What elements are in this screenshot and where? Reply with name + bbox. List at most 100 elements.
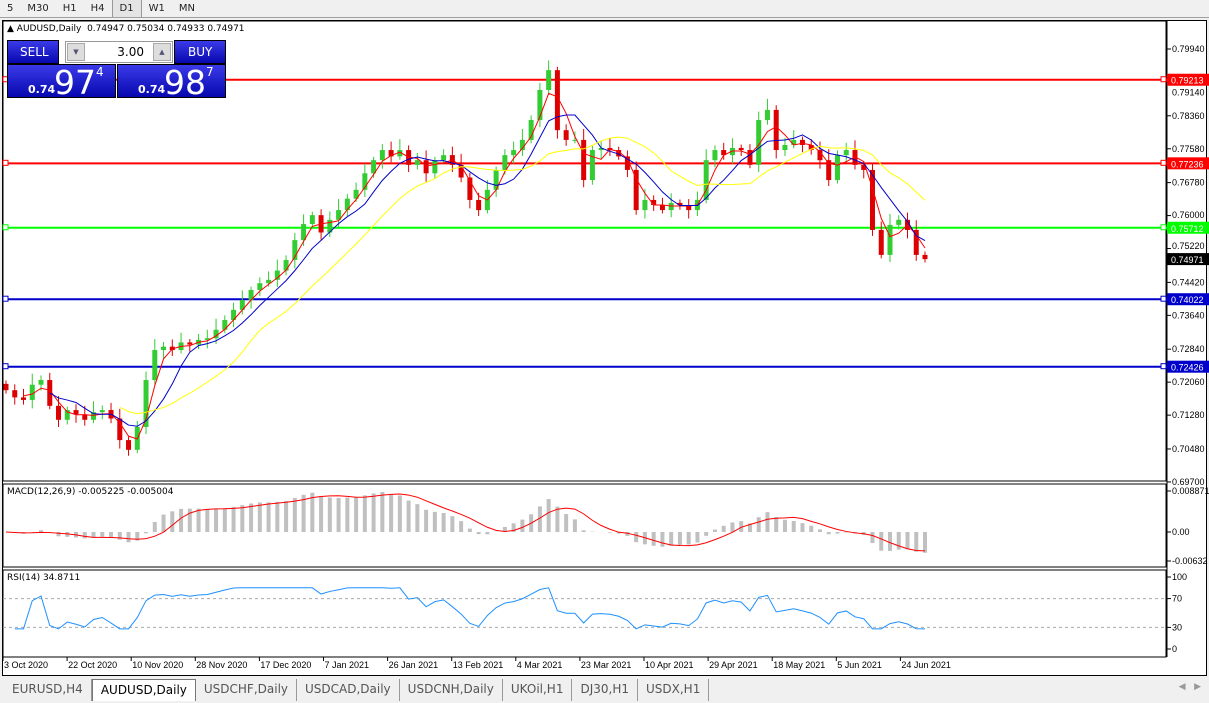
macd-histogram-bar (39, 530, 44, 532)
candle-body (64, 410, 70, 420)
tf-w1[interactable]: W1 (148, 3, 165, 14)
candle-body (476, 199, 482, 211)
level-price-label: 0.79213 (1171, 76, 1204, 86)
macd-histogram-bar (730, 522, 735, 532)
macd-histogram-bar (284, 500, 289, 532)
candle-body (3, 383, 9, 391)
tab-audusd-daily[interactable]: AUDUSD,Daily (91, 679, 196, 701)
macd-histogram-bar (564, 514, 569, 532)
candle-body (441, 155, 447, 161)
candle-body (309, 215, 315, 225)
level-handle-left (2, 159, 9, 166)
tf-m5[interactable]: 5 (7, 3, 14, 14)
candle-body (764, 109, 770, 121)
buy-price-prefix: 0.74 (138, 83, 166, 96)
macd-histogram-bar (739, 521, 744, 532)
tab-scroll-arrows[interactable]: ◀ ▶ (1178, 682, 1201, 692)
macd-histogram-bar (371, 493, 376, 532)
level-handle-right (1160, 295, 1167, 302)
lot-decrease-icon[interactable]: ▼ (67, 43, 85, 61)
tab-eurusd-h4[interactable]: EURUSD,H4 (4, 679, 92, 701)
macd-histogram-bar (109, 532, 114, 538)
macd-histogram-bar (179, 508, 184, 532)
macd-histogram-bar (336, 497, 341, 532)
level-price-label: 0.74022 (1171, 295, 1204, 305)
macd-histogram-bar (214, 509, 219, 532)
level-handle-right (1160, 76, 1167, 83)
macd-histogram-bar (397, 495, 402, 532)
sell-button[interactable]: SELL (7, 40, 59, 64)
level-price-badge (1167, 73, 1209, 86)
date-tick-label: 29 Apr 2021 (709, 660, 758, 670)
macd-signal-line (5, 493, 926, 552)
sell-label: SELL (20, 45, 49, 59)
tf-h1[interactable]: H1 (62, 3, 77, 14)
macd-histogram-bar (310, 492, 315, 532)
macd-histogram-bar (520, 519, 525, 532)
tf-d1[interactable]: D1 (111, 0, 142, 17)
macd-histogram-bar (546, 499, 551, 532)
macd-tick-label: 0.008871 (1172, 486, 1209, 496)
sell-price-pips: 97 (54, 63, 96, 102)
candle-body (467, 177, 473, 200)
macd-histogram-bar (774, 517, 779, 532)
candle-body (659, 205, 665, 211)
tab-usdcnh-daily[interactable]: USDCNH,Daily (400, 679, 503, 701)
candle-body (712, 150, 718, 161)
candle-body (274, 270, 280, 280)
candle-body (222, 320, 228, 330)
date-tick-label: 28 Nov 2020 (196, 660, 247, 670)
tab-usdchf-daily[interactable]: USDCHF,Daily (196, 679, 298, 701)
macd-histogram-bar (380, 492, 385, 532)
sell-price-fraction: 4 (96, 65, 104, 79)
buy-button[interactable]: BUY (174, 40, 226, 64)
tab-ukoil-h1[interactable]: UKOil,H1 (503, 679, 573, 701)
candle-body (554, 70, 560, 131)
macd-histogram-bar (905, 532, 910, 550)
price-tick-label: 0.69700 (1172, 477, 1205, 487)
candle-body (791, 139, 797, 145)
buy-price[interactable]: 0.74 98 7 (117, 63, 226, 102)
candle-body (537, 90, 543, 121)
lot-increase-icon[interactable]: ▲ (153, 43, 171, 61)
macd-histogram-bar (537, 506, 542, 532)
tab-usdcad-daily[interactable]: USDCAD,Daily (297, 679, 400, 701)
candle-body (117, 418, 123, 441)
sell-price[interactable]: 0.74 97 4 (7, 63, 116, 102)
macd-histogram-bar (782, 519, 787, 532)
candle-body (143, 380, 149, 427)
one-click-trading-panel: SELL ▼ 3.00 ▲ BUY 0.74 97 4 0.74 98 7 (7, 40, 226, 102)
moving-average-line (119, 136, 926, 415)
candle-body (581, 139, 587, 181)
macd-histogram-bar (485, 532, 490, 535)
tf-mn[interactable]: MN (178, 3, 195, 14)
candle-body (756, 120, 762, 165)
tf-m30[interactable]: M30 (27, 3, 49, 14)
candle-body (414, 160, 420, 165)
tab-usdx-h1[interactable]: USDX,H1 (638, 679, 710, 701)
date-tick-label: 24 Jun 2021 (901, 660, 951, 670)
macd-histogram-bar (187, 508, 192, 532)
lot-size-input[interactable]: ▼ 3.00 ▲ (65, 41, 173, 63)
macd-histogram-bar (879, 532, 884, 551)
macd-histogram-bar (660, 532, 665, 547)
macd-histogram-bar (695, 532, 700, 543)
current-price-label: 0.74971 (1171, 255, 1204, 265)
panel-border-0 (2, 20, 1167, 482)
candle-body (21, 397, 27, 400)
level-handle-right (1160, 363, 1167, 370)
macd-histogram-bar (301, 494, 306, 532)
candle-body (152, 350, 158, 381)
tf-h4[interactable]: H4 (90, 3, 105, 14)
macd-histogram-bar (327, 497, 332, 532)
candle-body (896, 219, 902, 225)
candle-body (187, 342, 193, 345)
level-price-badge (1167, 221, 1209, 234)
price-tick-label: 0.78360 (1172, 111, 1205, 121)
macd-histogram-bar (196, 508, 201, 532)
candle-body (861, 164, 867, 170)
tab-dj30-h1[interactable]: DJ30,H1 (572, 679, 638, 701)
macd-histogram-bar (152, 522, 157, 532)
candle-body (624, 156, 630, 170)
